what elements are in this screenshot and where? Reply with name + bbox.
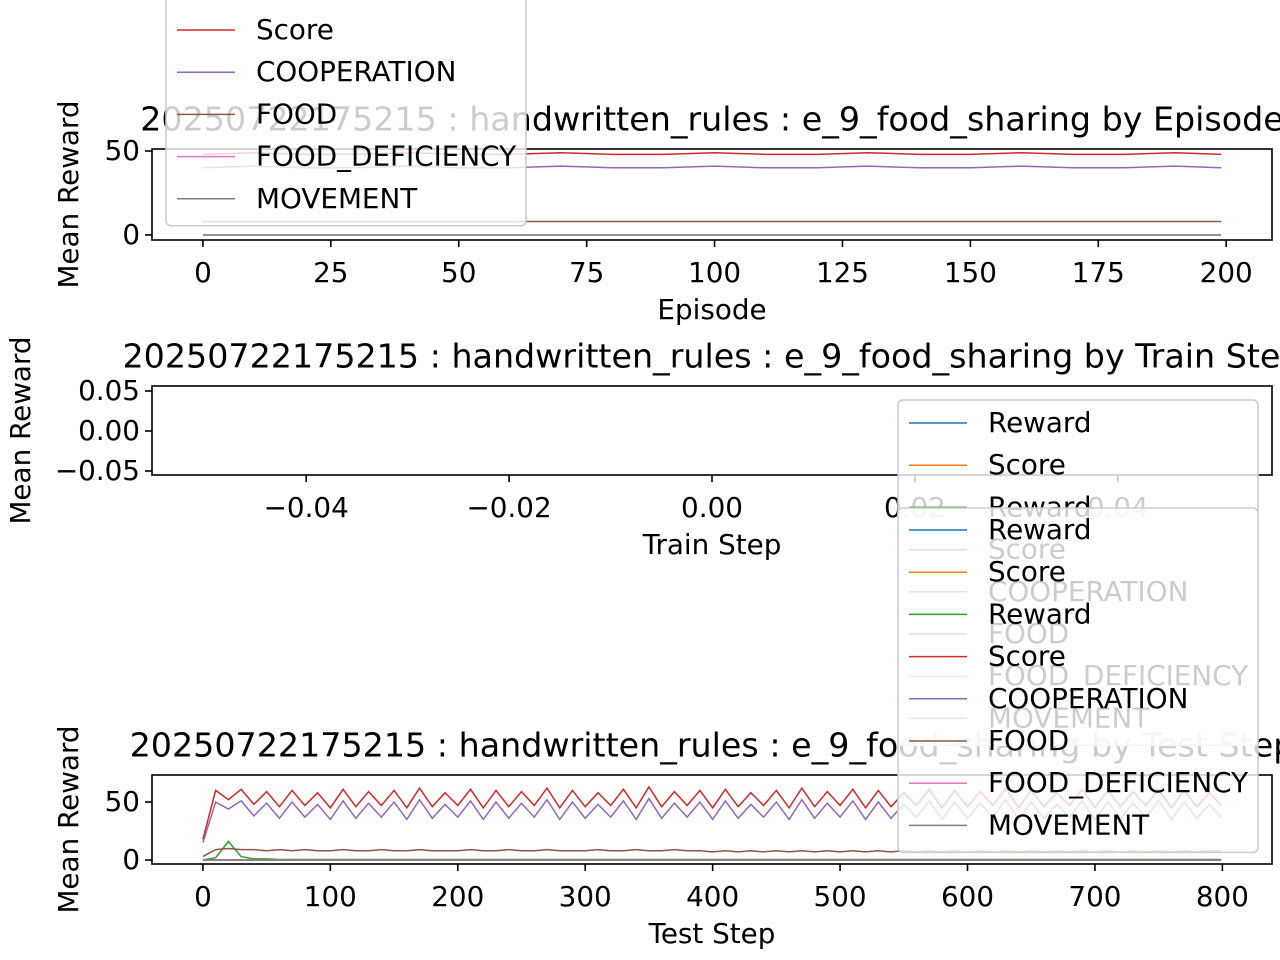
legend-label: Score	[988, 640, 1066, 673]
legend-label: COOPERATION	[988, 682, 1188, 715]
x-axis-label: Test Step	[648, 917, 776, 950]
y-tick-label: 50	[105, 785, 140, 818]
x-tick-label: 50	[441, 256, 476, 289]
x-tick-label: 0.00	[681, 491, 743, 524]
legend-label: FOOD	[988, 724, 1069, 757]
y-tick-label: 50	[105, 134, 140, 167]
legend-box	[897, 507, 1259, 854]
x-tick-label: 700	[1068, 880, 1121, 913]
x-axis-label: Train Step	[642, 528, 782, 561]
y-axis-label: Mean Reward	[52, 725, 85, 913]
x-tick-label: 150	[944, 256, 997, 289]
x-tick-label: −0.02	[467, 491, 552, 524]
y-tick-label: 0.00	[78, 414, 140, 447]
legend-label: Reward	[988, 597, 1092, 630]
legend-label: Score	[988, 448, 1066, 481]
x-tick-label: 100	[688, 256, 741, 289]
legend-label: Reward	[988, 406, 1092, 439]
x-tick-label: 600	[941, 880, 994, 913]
x-tick-label: 175	[1072, 256, 1125, 289]
x-tick-label: 25	[313, 256, 348, 289]
y-axis-label: Mean Reward	[4, 336, 37, 524]
x-tick-label: 0	[194, 256, 212, 289]
x-tick-label: 500	[814, 880, 867, 913]
x-tick-label: 400	[686, 880, 739, 913]
x-tick-label: 75	[569, 256, 604, 289]
x-tick-label: 125	[816, 256, 869, 289]
x-tick-label: 200	[1200, 256, 1253, 289]
y-tick-label: 0	[122, 218, 140, 251]
y-tick-label: 0	[122, 843, 140, 876]
chart-title: 20250722175215 : handwritten_rules : e_9…	[122, 337, 1280, 376]
legend-label: Reward	[988, 513, 1092, 546]
legend-label: Score	[256, 13, 334, 46]
x-tick-label: 100	[304, 880, 357, 913]
x-tick-label: 200	[431, 880, 484, 913]
x-tick-label: 300	[559, 880, 612, 913]
x-tick-label: 800	[1196, 880, 1249, 913]
legend: Reward Score Reward Score COOPERATION FOOD FOO…	[897, 507, 1259, 854]
legend: Score COOPERATION FOOD FOOD_DEFICIENCY MOVEM…	[165, 0, 527, 227]
x-tick-label: 0	[194, 880, 212, 913]
legend-label: FOOD_DEFICIENCY	[988, 766, 1249, 799]
y-axis-label: Mean Reward	[52, 100, 85, 288]
legend-label: FOOD_DEFICIENCY	[256, 140, 517, 173]
x-axis-label: Episode	[657, 293, 766, 326]
legend-box	[165, 0, 527, 227]
y-tick-label: −0.05	[55, 454, 140, 487]
legend-label: MOVEMENT	[988, 808, 1150, 841]
x-tick-label: −0.04	[264, 491, 349, 524]
legend-label: COOPERATION	[256, 55, 456, 88]
legend-label: Score	[988, 555, 1066, 588]
legend-label: FOOD	[256, 97, 337, 130]
y-tick-label: 0.05	[78, 374, 140, 407]
legend-label: MOVEMENT	[256, 182, 418, 215]
axes-frame	[151, 148, 1273, 241]
